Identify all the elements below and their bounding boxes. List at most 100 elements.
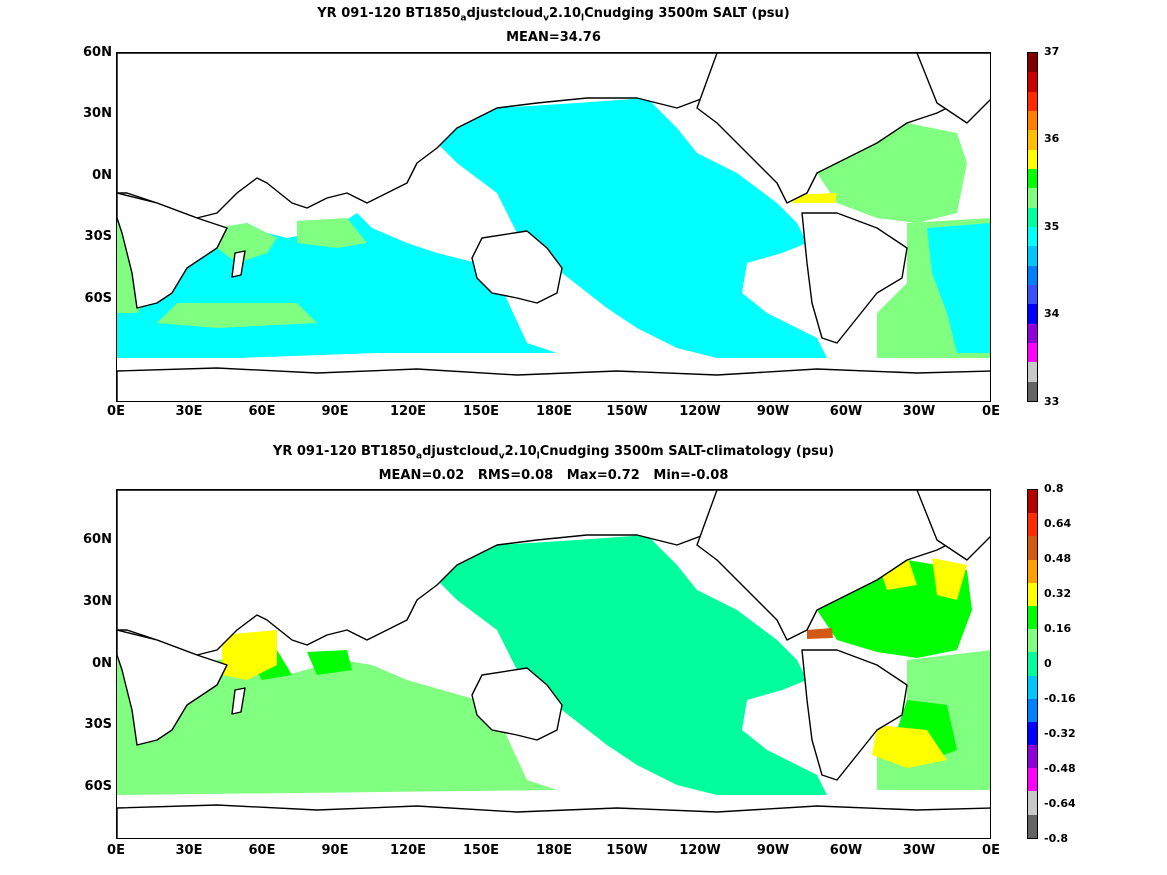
panel1-xtick: 60W — [829, 404, 863, 419]
panel2-title: YR 091-120 BT1850adjustcloudv2.10lCnudgi… — [272, 444, 835, 462]
panel2-xtick: 120W — [679, 843, 721, 858]
colorbar-swatch — [1028, 226, 1037, 247]
continents — [117, 53, 990, 401]
panel1-xtick: 0E — [107, 404, 125, 419]
colorbar-swatch — [1028, 362, 1037, 382]
panel2-xtick: 60W — [829, 843, 863, 858]
greenland-land — [916, 53, 990, 124]
pacific-ocean-field — [417, 535, 827, 795]
panel2-colorbar-label: -0.16 — [1044, 692, 1076, 705]
panel1-xtick: 120W — [679, 404, 721, 419]
colorbar-swatch — [1028, 513, 1037, 537]
caribbean-orange — [807, 628, 833, 639]
panel1-colorbar-label: 35 — [1044, 220, 1060, 233]
panel1-xtick: 90E — [321, 404, 349, 419]
panel1-map — [116, 52, 991, 402]
panel2-ytick-30n: 30N — [83, 594, 112, 609]
panel2-colorbar-label: -0.8 — [1044, 832, 1069, 845]
colorbar-swatch — [1028, 381, 1037, 401]
colorbar-swatch — [1028, 304, 1037, 324]
colorbar-swatch — [1028, 536, 1037, 560]
colorbar-swatch — [1028, 814, 1037, 838]
colorbar-swatch — [1028, 559, 1037, 583]
south-america-land — [801, 212, 908, 344]
colorbar-swatch — [1028, 768, 1037, 792]
colorbar-swatch — [1028, 130, 1037, 150]
panel1-ytick-60n: 60N — [83, 45, 112, 60]
colorbar-swatch — [1028, 149, 1037, 169]
panel2-xtick: 150E — [462, 843, 500, 858]
africa-land — [117, 629, 228, 746]
colorbar-swatch — [1028, 342, 1037, 363]
panel1-xtick: 60E — [248, 404, 276, 419]
panel2-xtick: 60E — [248, 843, 276, 858]
panel2-colorbar-label: -0.64 — [1044, 797, 1076, 810]
colorbar-swatch — [1028, 207, 1037, 227]
colorbar-swatch — [1028, 168, 1037, 189]
colorbar-swatch — [1028, 188, 1037, 208]
panel1-ytick-30s: 30S — [84, 229, 112, 244]
panel2-xtick: 0E — [107, 843, 125, 858]
greenland-land — [916, 490, 990, 561]
panel1-xtick: 30W — [902, 404, 936, 419]
panel2-xtick: 90W — [756, 843, 790, 858]
panel2-ytick-60n: 60N — [83, 532, 112, 547]
colorbar-swatch — [1028, 53, 1037, 73]
panel2-xtick: 0E — [982, 843, 1000, 858]
panel1-colorbar — [1027, 52, 1038, 402]
antarctica-land — [117, 367, 990, 401]
colorbar-swatch — [1028, 284, 1037, 305]
panel1-colorbar-label: 33 — [1044, 395, 1060, 408]
colorbar-swatch — [1028, 675, 1037, 699]
panel1-xtick: 180E — [535, 404, 573, 419]
colorbar-swatch — [1028, 91, 1037, 111]
panel2-colorbar-label: 0.16 — [1044, 622, 1072, 635]
panel2-map — [116, 489, 991, 839]
arabian-green-patch — [297, 218, 367, 248]
africa-land — [117, 192, 228, 309]
continents — [117, 490, 990, 838]
north-atlantic-yellow-2 — [932, 558, 967, 600]
eurasia-land — [117, 53, 718, 219]
panel2-colorbar-label: -0.32 — [1044, 727, 1076, 740]
panel1-xtick: 90W — [756, 404, 790, 419]
panel2-xtick: 30W — [902, 843, 936, 858]
panel2-colorbar-label: 0.64 — [1044, 517, 1072, 530]
colorbar-swatch — [1028, 323, 1037, 343]
antarctica-land — [117, 804, 990, 838]
panel1-colorbar-label: 36 — [1044, 132, 1060, 145]
panel2-colorbar-label: -0.48 — [1044, 762, 1076, 775]
panel2-stats: MEAN=0.02 RMS=0.08 Max=0.72 Min=-0.08 — [378, 468, 729, 483]
colorbar-swatch — [1028, 110, 1037, 131]
panel1-xtick: 0E — [982, 404, 1000, 419]
panel2-xtick: 150W — [606, 843, 648, 858]
panel1-ytick-60s: 60S — [84, 291, 112, 306]
south-atlantic-yellow — [872, 725, 947, 768]
panel1-stats: MEAN=34.76 — [506, 30, 601, 45]
south-america-land — [801, 649, 908, 781]
indian-green-patch — [217, 223, 277, 263]
south-indian-green-patch — [157, 303, 317, 328]
panel2-xtick: 180E — [535, 843, 573, 858]
colorbar-swatch — [1028, 246, 1037, 266]
eurasia-land — [117, 490, 718, 656]
south-atlantic-cyan — [927, 223, 990, 353]
panel2-ytick-30s: 30S — [84, 717, 112, 732]
panel2-xtick: 120E — [389, 843, 427, 858]
panel2-colorbar-label: 0.48 — [1044, 552, 1072, 565]
panel2-colorbar-label: 0.8 — [1044, 482, 1064, 495]
panel1-colorbar-label: 34 — [1044, 307, 1060, 320]
south-indian-light — [117, 740, 407, 765]
colorbar-swatch — [1028, 652, 1037, 676]
panel1-xtick: 150W — [606, 404, 648, 419]
arabian-yellow — [222, 630, 277, 680]
colorbar-swatch — [1028, 698, 1037, 722]
australia-land — [471, 667, 563, 741]
panel2-colorbar — [1027, 489, 1038, 839]
panel2-colorbar-label: 0.32 — [1044, 587, 1072, 600]
panel1-colorbar-label: 37 — [1044, 45, 1060, 58]
panel2-xtick: 90E — [321, 843, 349, 858]
colorbar-swatch — [1028, 605, 1037, 630]
colorbar-swatch — [1028, 791, 1037, 815]
madagascar-land — [231, 687, 246, 715]
